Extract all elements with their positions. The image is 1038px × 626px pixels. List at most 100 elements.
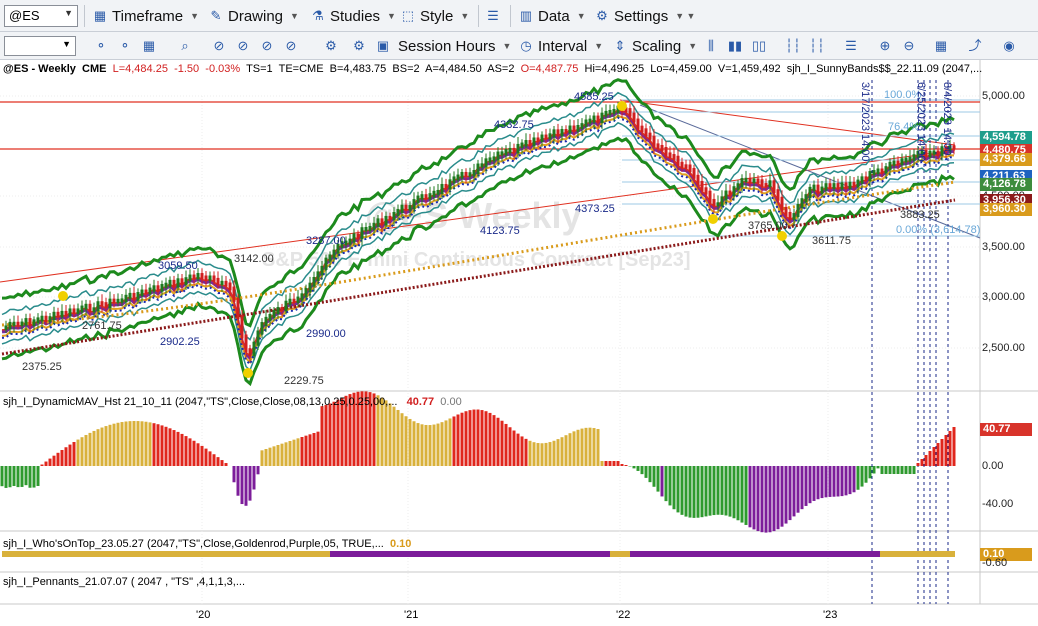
timeframe-button[interactable]: ▦ Timeframe ▼ bbox=[92, 5, 199, 27]
histogram-bar bbox=[664, 466, 668, 502]
price-bar bbox=[524, 140, 528, 147]
interval-button[interactable]: ◷ Interval ▼ bbox=[518, 35, 603, 57]
calendar-icon[interactable]: ▦ bbox=[934, 38, 948, 53]
histogram-bar bbox=[56, 452, 60, 466]
price-bar bbox=[892, 160, 896, 166]
histogram-bar bbox=[112, 423, 116, 466]
style-button[interactable]: ⬚ Style ▼ bbox=[400, 5, 469, 27]
price-bar bbox=[704, 187, 708, 195]
histogram-bar bbox=[548, 442, 552, 466]
histogram-bar bbox=[332, 401, 336, 466]
histogram-bar bbox=[272, 446, 276, 466]
price-bar bbox=[492, 156, 496, 162]
price-bar bbox=[532, 137, 536, 147]
pennants-title: sjh_I_Pennants_21.07.07 ( 2047 , "TS" ,4… bbox=[3, 576, 246, 588]
workspace-select[interactable]: ▼ bbox=[4, 36, 76, 56]
settings-button[interactable]: ⚙ Settings ▼ bbox=[594, 5, 684, 27]
gear-icon[interactable]: ⚙ bbox=[325, 38, 337, 53]
settings-small-icon[interactable]: ⚙ bbox=[353, 38, 365, 53]
histogram-bar bbox=[20, 466, 24, 487]
bar-style-icon[interactable]: ⫼ bbox=[708, 38, 714, 53]
session-hours-button[interactable]: Session Hours ▼ bbox=[398, 35, 511, 57]
price-bar bbox=[712, 198, 716, 207]
histogram-bar bbox=[352, 392, 356, 466]
view-icon[interactable]: ◉ bbox=[1003, 38, 1015, 53]
data-button[interactable]: ▥ Data ▼ bbox=[518, 5, 586, 27]
histogram-bar bbox=[464, 411, 468, 466]
symbol-input[interactable]: @ES ▼ bbox=[4, 5, 78, 27]
link-icon[interactable]: ⚬ bbox=[95, 38, 107, 53]
swing-dot bbox=[243, 368, 253, 378]
price-bar bbox=[760, 179, 764, 188]
tool-icon[interactable]: ⊘ bbox=[237, 38, 249, 53]
histogram-bar bbox=[808, 466, 812, 504]
add-chart-icon[interactable]: ⤴ bbox=[968, 38, 982, 53]
price-bar bbox=[696, 174, 700, 185]
price-chart[interactable]: @ES Weekly S&P 500 E-mini Continuous Con… bbox=[0, 60, 1038, 626]
scaling-button[interactable]: ⇕ Scaling ▼ bbox=[612, 35, 698, 57]
unlink-icon[interactable]: ⚬ bbox=[119, 38, 131, 53]
price-bar bbox=[512, 147, 516, 154]
tool-icon[interactable]: ⊘ bbox=[285, 38, 297, 53]
time-axis-label: '22 bbox=[616, 609, 631, 621]
histogram-bar bbox=[476, 409, 480, 466]
price-bar bbox=[160, 283, 164, 292]
studies-button[interactable]: ⚗ Studies ▼ bbox=[310, 5, 396, 27]
histogram-bar bbox=[120, 422, 124, 466]
candle-hollow-icon[interactable]: ▯▯ bbox=[751, 38, 767, 53]
price-bar bbox=[608, 109, 612, 115]
price-bar bbox=[588, 118, 592, 124]
histogram-bar bbox=[220, 460, 224, 466]
drawing-button[interactable]: ✎ Drawing ▼ bbox=[208, 5, 299, 27]
histogram-bar bbox=[660, 466, 664, 497]
price-bar bbox=[636, 118, 640, 130]
chart-add-icon[interactable]: ▣ bbox=[376, 38, 390, 53]
chevron-down-icon[interactable]: ▼ bbox=[64, 8, 73, 18]
zoom-in-icon[interactable]: ⊕ bbox=[879, 38, 891, 53]
histogram-bar bbox=[868, 466, 872, 479]
histogram-bar bbox=[716, 466, 720, 515]
price-annotations: 4585.25 4332.75 4373.25 4123.75 3287.00 3059.… bbox=[22, 82, 980, 387]
price-bar bbox=[416, 195, 420, 204]
zoom-find-icon[interactable]: ⌕ bbox=[181, 38, 189, 53]
price-bar bbox=[668, 152, 672, 159]
histogram-bar bbox=[860, 466, 864, 487]
chevron-down-icon[interactable]: ▼ bbox=[686, 11, 696, 21]
chart-area[interactable]: @ES Weekly S&P 500 E-mini Continuous Con… bbox=[0, 60, 1038, 626]
histogram-bar bbox=[668, 466, 672, 506]
histogram-bar bbox=[836, 466, 840, 497]
histogram-bar bbox=[704, 466, 708, 517]
histogram-bar bbox=[676, 466, 680, 513]
price-bar bbox=[476, 163, 480, 175]
price-axis-label: 3,000.00 bbox=[982, 291, 1025, 303]
price-bar bbox=[28, 318, 32, 326]
layout-icon[interactable]: ☰ bbox=[487, 8, 499, 23]
header-study: sjh_I_SunnyBands$$_22.11.09 (2047,... bbox=[786, 63, 983, 75]
mav-value-2: 0.00 bbox=[440, 396, 462, 408]
price-bar bbox=[692, 167, 696, 179]
bars-icon[interactable]: ┆┆ bbox=[809, 38, 825, 53]
histogram-bar bbox=[884, 466, 888, 474]
price-bar bbox=[596, 115, 600, 123]
histogram-bar bbox=[748, 466, 752, 528]
bars-icon[interactable]: ┆┆ bbox=[785, 38, 801, 53]
price-bar bbox=[560, 129, 564, 137]
histogram-bar bbox=[68, 444, 72, 466]
flask-icon: ⚗ bbox=[312, 8, 324, 23]
histogram-bar bbox=[8, 466, 12, 488]
price-bar bbox=[392, 212, 396, 221]
price-annotation: 3765.00 bbox=[748, 220, 788, 232]
histogram-bar bbox=[168, 428, 172, 466]
layout-icon[interactable]: ☰ bbox=[845, 38, 857, 53]
histogram-bar bbox=[712, 466, 716, 516]
tool-icon[interactable]: ⊘ bbox=[213, 38, 225, 53]
price-bar bbox=[496, 151, 500, 161]
price-bar bbox=[36, 317, 40, 324]
price-bar bbox=[136, 292, 140, 301]
histogram-bar bbox=[152, 423, 156, 466]
grid-icon[interactable]: ▦ bbox=[142, 38, 156, 53]
zoom-out-icon[interactable]: ⊖ bbox=[903, 38, 915, 53]
tool-icon[interactable]: ⊘ bbox=[261, 38, 273, 53]
candle-style-icon[interactable]: ▮▮ bbox=[727, 38, 743, 53]
price-bar bbox=[616, 105, 620, 113]
